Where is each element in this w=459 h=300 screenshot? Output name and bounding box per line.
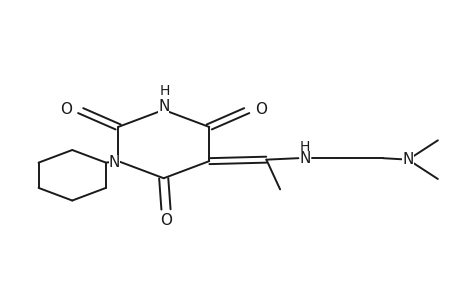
Text: N: N [299,151,310,166]
Text: O: O [60,102,72,117]
Text: N: N [402,152,413,167]
Text: N: N [109,155,120,170]
Text: O: O [255,102,267,117]
Text: O: O [160,213,172,228]
Text: H: H [299,140,310,154]
Text: H: H [160,84,170,98]
Text: N: N [158,99,169,114]
